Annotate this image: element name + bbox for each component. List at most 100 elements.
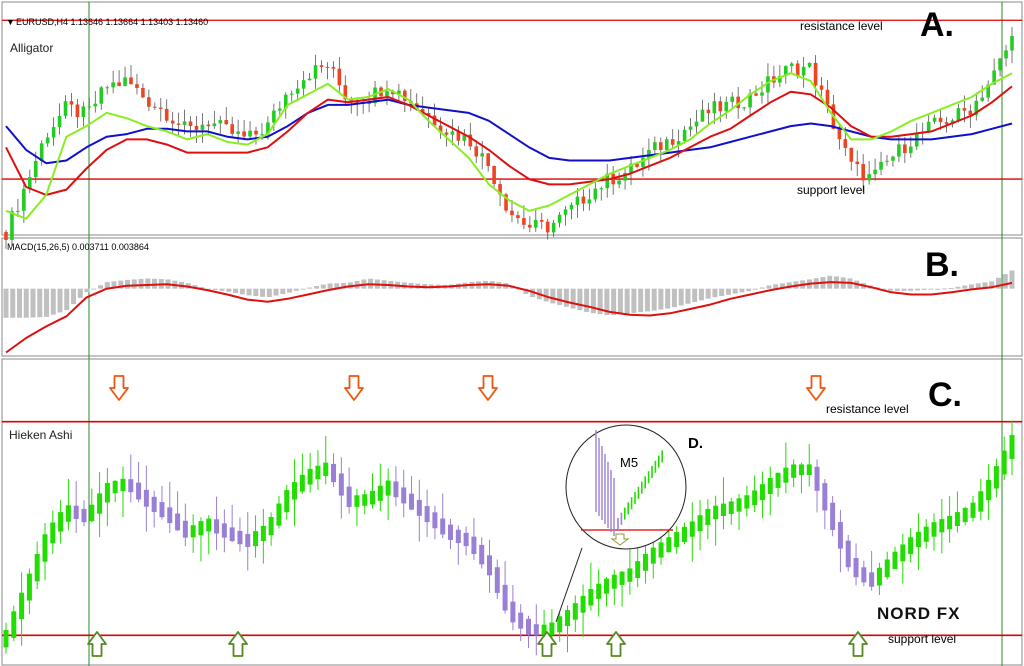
up-arrow-icon: [848, 631, 868, 657]
candle: [117, 82, 121, 86]
candle: [4, 232, 8, 240]
candle: [647, 150, 651, 158]
macd-hist-bar: [685, 288, 691, 304]
ha-candle: [697, 515, 703, 532]
candle: [789, 63, 794, 67]
ha-candle: [580, 595, 586, 613]
tag-b: B.: [925, 246, 959, 284]
macd-hist-bar: [300, 288, 306, 290]
ha-candle: [471, 536, 477, 555]
macd-hist-bar: [597, 288, 603, 315]
macd-hist-bar: [604, 288, 610, 316]
ha-candle: [377, 485, 383, 501]
ha-candle: [869, 572, 875, 587]
macd-hist-bar: [212, 288, 218, 290]
candle: [956, 108, 961, 121]
macd-hist-bar: [226, 288, 232, 292]
alligator-label: Alligator: [10, 41, 53, 55]
candle: [218, 120, 223, 124]
candle: [51, 127, 56, 138]
candle: [528, 224, 532, 228]
macd-hist-bar: [152, 278, 158, 289]
macd-hist-bar: [50, 288, 56, 315]
ha-candle: [354, 495, 360, 507]
macd-hist-bar: [118, 280, 124, 289]
candle: [980, 97, 985, 101]
header-dropdown-icon[interactable]: ▼: [6, 17, 15, 27]
candle: [825, 89, 830, 105]
macd-hist-bar: [550, 288, 556, 304]
macd-hist-bar: [233, 288, 239, 294]
ha-candle: [923, 526, 929, 542]
candle: [992, 70, 996, 85]
ha-candle: [292, 482, 298, 500]
ha-candle: [689, 521, 695, 537]
macd-hist-bar: [280, 288, 286, 295]
ha-candle: [346, 486, 352, 507]
candle: [748, 93, 752, 108]
ha-candle: [635, 561, 641, 578]
ha-candle: [416, 499, 422, 516]
ha-candle: [432, 512, 438, 529]
candle: [147, 97, 151, 107]
ha-candle: [104, 482, 110, 503]
resistance-label-c: resistance level: [826, 402, 909, 416]
candle: [420, 108, 425, 114]
macd-hist-bar: [739, 288, 745, 293]
macd-hist-bar: [962, 285, 968, 289]
candle: [879, 161, 883, 170]
macd-hist-bar: [921, 288, 927, 290]
candle: [903, 144, 907, 154]
candle: [932, 117, 937, 122]
candle: [194, 126, 199, 130]
ha-candle: [284, 490, 290, 513]
macd-hist-bar: [658, 288, 664, 310]
candle: [164, 108, 169, 121]
ha-candle: [572, 603, 578, 620]
ha-candle: [487, 555, 493, 576]
ha-candle: [533, 624, 539, 636]
candle: [182, 121, 187, 125]
ha-candle: [939, 519, 945, 533]
candle: [426, 113, 431, 116]
candle: [670, 139, 675, 145]
candle: [75, 104, 80, 118]
macd-hist-bar: [320, 284, 326, 289]
ha-candle: [455, 529, 461, 544]
ha-candle: [900, 544, 906, 562]
candle: [87, 106, 92, 108]
candle: [337, 68, 342, 86]
ha-candle: [175, 513, 181, 531]
macd-hist-bar: [543, 288, 549, 302]
macd-hist-bar: [705, 288, 711, 299]
ha-candle: [931, 522, 937, 537]
candle: [57, 115, 62, 128]
logo-text: NORD FX: [877, 604, 961, 623]
tag-d: D.: [688, 435, 703, 452]
ha-candle: [759, 484, 765, 501]
candle: [331, 66, 336, 69]
candle: [260, 134, 264, 136]
macd-hist-bar: [719, 288, 725, 297]
candle: [581, 196, 586, 204]
macd-hist-bar: [570, 288, 576, 309]
candle: [212, 123, 217, 127]
candle: [533, 219, 538, 228]
lips-line: [5, 72, 1013, 220]
down-arrow-icon: [344, 375, 364, 401]
macd-hist-bar: [71, 288, 77, 304]
candle: [843, 139, 848, 148]
up-arrow-icon: [228, 631, 248, 657]
macd-hist-bar: [3, 288, 9, 318]
macd-hist-bar: [266, 288, 272, 297]
macd-hist-bar: [91, 288, 97, 290]
ha-candle: [362, 494, 368, 506]
candle: [730, 96, 735, 102]
tag-c: C.: [928, 376, 962, 414]
ha-candle: [853, 558, 859, 578]
candle: [248, 130, 252, 137]
macd-hist-bar: [10, 288, 16, 318]
candle: [93, 103, 98, 107]
candle: [158, 107, 163, 109]
candle: [22, 188, 26, 211]
